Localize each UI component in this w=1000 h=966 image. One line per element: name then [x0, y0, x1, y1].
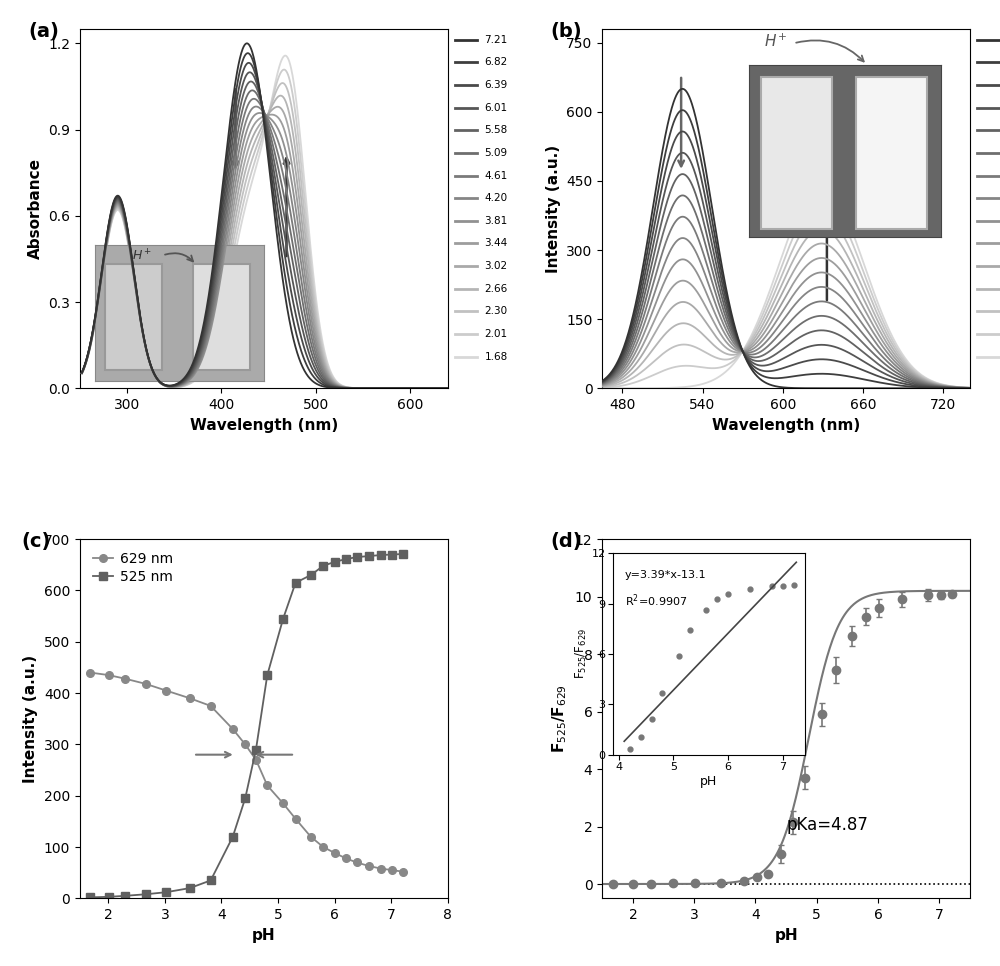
629 nm — [84, 667, 96, 678]
629 nm — [250, 754, 262, 766]
629 nm — [261, 780, 273, 791]
Text: 4.20: 4.20 — [485, 193, 508, 203]
629 nm — [184, 693, 196, 704]
525 nm — [184, 882, 196, 894]
525 nm — [329, 555, 341, 567]
Text: 6.01: 6.01 — [485, 102, 508, 113]
525 nm — [375, 550, 387, 561]
629 nm — [363, 861, 375, 872]
Text: 3.81: 3.81 — [485, 215, 508, 226]
Text: 1.68: 1.68 — [485, 352, 508, 361]
X-axis label: Wavelength (nm): Wavelength (nm) — [190, 417, 338, 433]
629 nm — [329, 847, 341, 859]
Text: 5.58: 5.58 — [485, 126, 508, 135]
629 nm — [239, 739, 251, 751]
525 nm — [277, 612, 289, 624]
629 nm — [305, 831, 317, 842]
Y-axis label: F$_{525}$/F$_{629}$: F$_{525}$/F$_{629}$ — [551, 684, 569, 753]
Text: 5.09: 5.09 — [485, 148, 508, 157]
525 nm — [103, 891, 115, 902]
525 nm — [140, 889, 152, 900]
525 nm — [340, 554, 352, 565]
525 nm — [227, 831, 239, 842]
Text: 2.66: 2.66 — [485, 284, 508, 294]
Text: 2.01: 2.01 — [485, 329, 508, 339]
Text: H$^+$: H$^+$ — [764, 33, 788, 50]
Y-axis label: Intensity (a.u.): Intensity (a.u.) — [546, 145, 561, 272]
Text: pKa=4.87: pKa=4.87 — [786, 815, 868, 834]
525 nm — [239, 792, 251, 804]
629 nm — [317, 841, 329, 853]
Text: 2.30: 2.30 — [485, 306, 508, 316]
629 nm — [351, 857, 363, 868]
525 nm — [119, 890, 131, 901]
Text: 6.82: 6.82 — [485, 57, 508, 68]
525 nm — [305, 569, 317, 581]
Text: 7.21: 7.21 — [485, 35, 508, 44]
Text: (c): (c) — [21, 532, 51, 551]
Y-axis label: Intensity (a.u.): Intensity (a.u.) — [23, 655, 38, 782]
525 nm — [205, 874, 217, 886]
525 nm — [160, 887, 172, 898]
629 nm — [340, 853, 352, 865]
629 nm — [397, 866, 409, 877]
629 nm — [103, 669, 115, 681]
Text: (d): (d) — [551, 532, 582, 551]
525 nm — [317, 560, 329, 572]
Legend: 629 nm, 525 nm: 629 nm, 525 nm — [87, 546, 179, 589]
629 nm — [119, 673, 131, 685]
525 nm — [386, 549, 398, 560]
Text: 3.44: 3.44 — [485, 239, 508, 248]
629 nm — [386, 865, 398, 876]
Line: 629 nm: 629 nm — [86, 668, 407, 875]
Text: 6.39: 6.39 — [485, 80, 508, 90]
Text: 3.02: 3.02 — [485, 261, 508, 271]
Line: 525 nm: 525 nm — [86, 551, 407, 901]
Y-axis label: Absorbance: Absorbance — [28, 158, 43, 259]
629 nm — [290, 813, 302, 825]
629 nm — [375, 863, 387, 874]
629 nm — [205, 700, 217, 712]
525 nm — [351, 552, 363, 563]
525 nm — [290, 577, 302, 588]
Text: (b): (b) — [551, 22, 582, 41]
Text: 4.61: 4.61 — [485, 171, 508, 181]
525 nm — [84, 892, 96, 903]
629 nm — [227, 724, 239, 735]
629 nm — [277, 798, 289, 810]
525 nm — [250, 744, 262, 755]
525 nm — [261, 669, 273, 681]
X-axis label: pH: pH — [774, 927, 798, 943]
Text: (a): (a) — [29, 22, 59, 41]
629 nm — [140, 678, 152, 690]
525 nm — [397, 549, 409, 560]
X-axis label: pH: pH — [252, 927, 276, 943]
525 nm — [363, 551, 375, 562]
629 nm — [160, 685, 172, 696]
X-axis label: Wavelength (nm): Wavelength (nm) — [712, 417, 860, 433]
